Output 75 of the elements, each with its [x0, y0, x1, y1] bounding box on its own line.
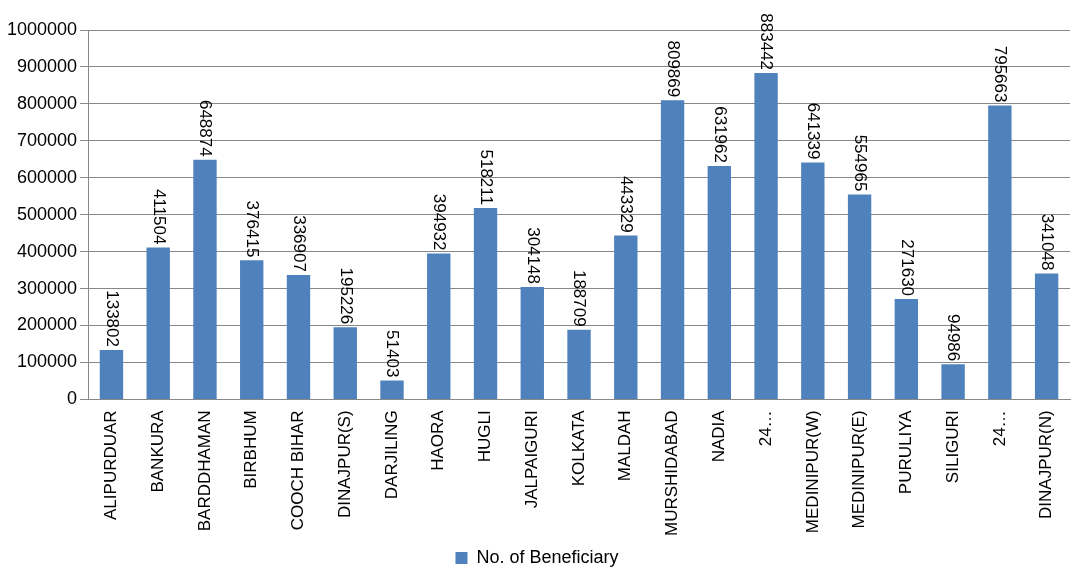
y-tick-label: 500000 — [17, 203, 78, 224]
data-label: 631962 — [710, 106, 730, 163]
x-tick-label: BARDDHAMAN — [194, 410, 214, 532]
x-tick-label: 24… — [755, 410, 775, 447]
bar — [99, 349, 124, 399]
x-tick-label: DINAJPUR(S) — [334, 410, 354, 519]
bar — [380, 380, 404, 399]
data-label: 133802 — [102, 290, 122, 347]
x-tick-label: BIRBHUM — [241, 410, 261, 489]
bar — [1034, 273, 1059, 399]
data-label: 394932 — [430, 193, 450, 251]
x-tick-label: JALPAIGURI — [521, 410, 541, 509]
bar — [146, 247, 170, 399]
data-label: 271630 — [897, 239, 917, 297]
x-tick-label: SILIGURI — [942, 410, 962, 484]
bar — [847, 194, 872, 399]
data-label: 195226 — [336, 267, 356, 325]
legend-label: No. of Beneficiary — [476, 546, 619, 567]
data-label: 883442 — [757, 13, 777, 71]
data-label: 443329 — [617, 175, 637, 233]
data-label: 376415 — [243, 200, 263, 258]
data-label: 411504 — [149, 188, 169, 245]
y-tick-label: 600000 — [17, 166, 78, 187]
x-tick-label: BANKURA — [147, 409, 167, 493]
data-label: 795663 — [991, 45, 1011, 103]
bar — [427, 253, 451, 399]
x-tick-label: 24… — [989, 410, 1009, 447]
data-label: 188709 — [570, 269, 590, 327]
bar — [707, 165, 731, 399]
x-tick-label: ALIPURDUAR — [101, 410, 121, 520]
x-tick-label: HAORA — [428, 409, 448, 471]
data-label: 518211 — [476, 149, 496, 205]
data-label: 304148 — [523, 227, 543, 285]
data-label: 641339 — [804, 102, 824, 160]
bar — [473, 207, 498, 399]
x-tick-label: PURULIYA — [896, 409, 916, 495]
x-tick-label: HUGLI — [475, 410, 495, 463]
bar — [567, 329, 591, 399]
data-label: 554965 — [850, 134, 870, 192]
bar — [240, 260, 264, 399]
bar — [193, 159, 217, 399]
bar — [520, 287, 544, 399]
data-label: 648874 — [196, 99, 216, 157]
bar — [660, 100, 685, 399]
bar — [801, 162, 825, 399]
y-tick-label: 300000 — [17, 277, 78, 298]
y-tick-label: 700000 — [17, 129, 78, 150]
x-tick-label: MEDINIPUR(E) — [849, 410, 869, 529]
x-tick-label: MALDAH — [615, 410, 635, 482]
x-tick-label: MURSHIDABAD — [662, 410, 682, 536]
y-tick-label: 400000 — [17, 240, 78, 261]
y-tick-label: 0 — [67, 388, 78, 409]
data-label: 51403 — [383, 330, 403, 378]
bar — [286, 274, 311, 399]
bar — [333, 327, 357, 399]
y-tick-label: 100000 — [17, 351, 78, 372]
x-tick-label: MEDINIPUR(W) — [802, 410, 822, 534]
bar — [941, 364, 965, 399]
x-tick-label: COOCH BIHAR — [288, 410, 308, 531]
data-label: 341048 — [1037, 213, 1057, 271]
y-tick-label: 1000000 — [7, 18, 78, 39]
x-tick-label: DINAJPUR(N) — [1036, 410, 1056, 519]
x-tick-label: KOLKATA — [568, 409, 588, 487]
y-tick-label: 800000 — [17, 92, 78, 113]
bar — [754, 73, 778, 399]
y-tick-label: 200000 — [17, 314, 78, 335]
data-label: 809869 — [663, 40, 683, 98]
bar — [988, 105, 1012, 399]
bar — [614, 235, 638, 399]
data-label: 94986 — [944, 314, 964, 362]
bar — [894, 299, 919, 399]
y-tick-label: 900000 — [17, 55, 78, 76]
x-tick-label: NADIA — [709, 409, 728, 463]
x-tick-label: DARJILING — [381, 410, 401, 500]
data-label: 336907 — [289, 215, 309, 272]
